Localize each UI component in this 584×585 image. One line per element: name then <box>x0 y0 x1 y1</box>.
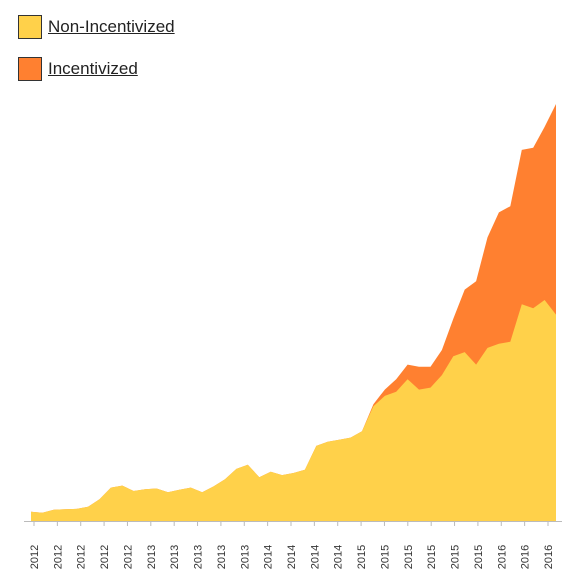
x-tick-label: 2013 <box>169 545 181 569</box>
legend-item-incentivized[interactable]: Incentivized <box>18 56 175 82</box>
x-tick-label: 2015 <box>450 545 462 569</box>
legend-label-incentivized: Incentivized <box>48 59 138 78</box>
x-tick-label: 2014 <box>333 545 345 569</box>
x-tick-label: 2013 <box>193 545 205 569</box>
x-tick-label: 2013 <box>216 545 228 569</box>
x-tick-label: 2016 <box>543 545 555 569</box>
x-tick-label: 2012 <box>99 545 111 569</box>
x-tick-label: 2016 <box>496 545 508 569</box>
legend-label-non-incentivized: Non-Incentivized <box>48 17 175 36</box>
x-tick-label: 2015 <box>473 545 485 569</box>
x-tick-label: 2014 <box>263 545 275 569</box>
x-tick-label: 2012 <box>76 545 88 569</box>
x-tick-label: 2016 <box>520 545 532 569</box>
x-tick-label: 2015 <box>379 545 391 569</box>
x-tick-label: 2013 <box>239 545 251 569</box>
x-tick-label: 2015 <box>426 545 438 569</box>
legend-item-non-incentivized[interactable]: Non-Incentivized <box>18 14 175 40</box>
x-tick-label: 2014 <box>309 545 321 569</box>
x-tick-label: 2013 <box>146 545 158 569</box>
area-layer <box>31 104 556 521</box>
legend-swatch-incentivized <box>18 57 42 81</box>
x-axis: 2012 2012 2012 2012 2012 2013 2013 2013 2013 2013… <box>24 521 562 569</box>
x-tick-label: 2012 <box>29 545 41 569</box>
x-tick-label: 2012 <box>52 545 64 569</box>
area-non-incentivized <box>31 300 556 521</box>
legend-swatch-non-incentivized <box>18 15 42 39</box>
x-tick-label: 2015 <box>356 545 368 569</box>
x-tick-label: 2012 <box>122 545 134 569</box>
legend: Non-Incentivized Incentivized <box>18 14 175 98</box>
x-tick-label: 2014 <box>286 545 298 569</box>
x-tick-label: 2015 <box>403 545 415 569</box>
